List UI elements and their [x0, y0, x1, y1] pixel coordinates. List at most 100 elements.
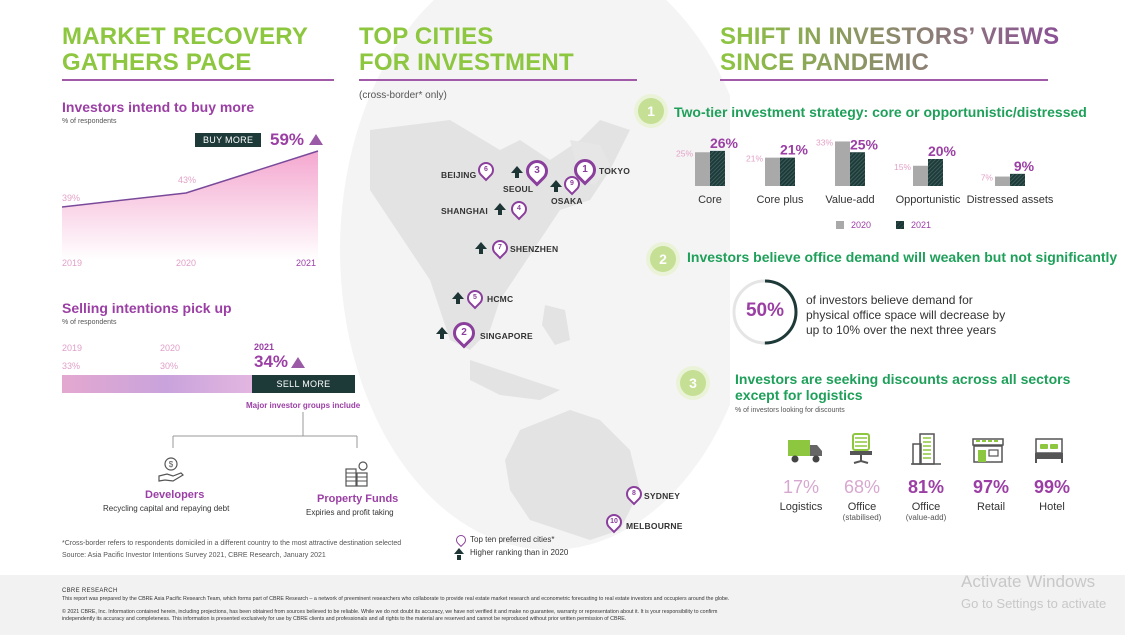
city-label-melbourne: MELBOURNE: [626, 521, 683, 531]
buy-value-2019: 39%: [62, 193, 81, 203]
group-developers-desc: Recycling capital and repaying debt: [103, 504, 230, 513]
sell-value-2020: 30%: [160, 361, 179, 371]
buy-highlight: 59%: [270, 130, 305, 149]
bar-2021-hatch-2: [850, 152, 865, 186]
sector-pct-4: 99%: [1033, 477, 1071, 497]
buy-area-chart: [62, 150, 319, 260]
sector-sub-2: (value-add): [905, 513, 947, 522]
sector-pct-1: 68%: [843, 477, 881, 497]
background-world-shape: [340, 0, 730, 550]
group-funds-desc: Expiries and profit taking: [306, 508, 394, 517]
city-arrow-hcmc-icon: [452, 292, 464, 304]
city-label-singapore: SINGAPORE: [480, 331, 533, 341]
right-title: SHIFT IN INVESTORS’ VIEWS SINCE PANDEMIC: [720, 24, 1080, 76]
category-4: Distressed assets: [967, 194, 1054, 206]
section-2-title: Investors believe office demand will wea…: [687, 249, 1118, 265]
label-2021-3: 20%: [928, 143, 957, 159]
office-demand-line3: up to 10% over the next three years: [806, 323, 997, 337]
legend-arrow-icon: [454, 548, 464, 560]
left-title: MARKET RECOVERY GATHERS PACE: [62, 24, 332, 76]
buy-up-triangle-icon: [309, 134, 323, 145]
sector-pct-2: 81%: [907, 477, 945, 497]
footer-line2: © 2021 CBRE, Inc. Information contained …: [62, 609, 718, 615]
city-rank-8: 8: [632, 490, 636, 497]
bar-2021-hatch-3: [928, 159, 943, 186]
investment-strategy-chart: 25% 26% Core 21% 21% Core plus 33% 25% Value-add…: [676, 135, 1054, 206]
legend-2021-label: 2021: [911, 220, 932, 230]
bar-2020-4: [995, 176, 1010, 186]
city-label-hcmc: HCMC: [487, 294, 514, 304]
city-arrow-shenzhen-icon: [475, 242, 487, 254]
city-label-tokyo: TOKYO: [599, 166, 631, 176]
footer: CBRE RESEARCH This report was prepared b…: [0, 575, 1125, 635]
sell-year-2020: 2020: [160, 343, 181, 353]
sector-label-2: Office: [911, 501, 941, 513]
city-rank-10: 10: [610, 518, 618, 525]
city-arrow-singapore-icon: [436, 327, 448, 339]
middle-subtitle: (cross-border* only): [359, 90, 447, 101]
sector-pct-3: 97%: [972, 477, 1010, 497]
legend-2021-swatch: [896, 221, 904, 229]
office-demand-line2: physical office space will decrease by: [806, 308, 1006, 322]
sell-subtitle: % of respondents: [62, 319, 117, 326]
sector-pct-0: 17%: [782, 477, 820, 497]
city-label-seoul: SEOUL: [503, 184, 534, 194]
legend-pin-label: Top ten preferred cities*: [470, 535, 555, 544]
sell-title: Selling intentions pick up: [62, 300, 232, 316]
buy-subtitle: % of respondents: [62, 118, 117, 125]
footer-line1: This report was prepared by the CBRE Asi…: [62, 596, 730, 602]
city-rank-7: 7: [498, 244, 502, 251]
buy-value-2020: 43%: [178, 175, 197, 185]
office-demand-pct: 50%: [745, 300, 785, 321]
sector-name-4: Hotel: [1017, 501, 1087, 513]
bar-2021-hatch-4: [1010, 173, 1025, 186]
category-2: Value-add: [825, 194, 874, 206]
label-2020-1: 21%: [746, 154, 763, 164]
svg-text:$: $: [169, 460, 174, 469]
city-label-sydney: SYDNEY: [644, 491, 681, 501]
sell-value-2021: 34%: [254, 352, 289, 371]
section-3-title-line2: except for logistics: [735, 387, 863, 403]
sector-name-0: Logistics: [766, 501, 836, 513]
label-2021-2: 25%: [850, 136, 879, 152]
right-title-line1: SHIFT IN INVESTORS’ VIEWS: [720, 24, 1080, 50]
city-rank-9: 9: [570, 180, 574, 187]
bar-2020-3: [913, 165, 928, 186]
city-rank-1: 1: [582, 164, 588, 175]
sector-name-1: Office (stabilised): [827, 501, 897, 522]
bar-2021-hatch-0: [710, 150, 725, 186]
city-label-beijing: BEIJING: [441, 170, 477, 180]
category-3: Opportunistic: [896, 194, 961, 206]
city-rank-4: 4: [517, 205, 521, 212]
legend-2020-swatch: [836, 221, 844, 229]
middle-title-rule: [359, 79, 637, 81]
coins-stack-icon: [345, 461, 368, 487]
sell-badge: SELL MORE: [252, 375, 355, 393]
city-arrow-seoul-icon: [511, 166, 523, 178]
office-chair-icon: [850, 433, 872, 464]
section-1-title: Two-tier investment strategy: core or op…: [674, 104, 1087, 120]
section-3-title-line1: Investors are seeking discounts across a…: [735, 371, 1071, 387]
left-title-rule: [62, 79, 334, 81]
group-developers-name: Developers: [145, 489, 205, 501]
footer-line3: independently its accuracy and completen…: [62, 616, 627, 622]
section-3-number: 3: [680, 370, 706, 396]
category-0: Core: [698, 194, 722, 206]
sell-caption: Major investor groups include: [246, 401, 361, 410]
section-2-number: 2: [650, 246, 676, 272]
bed-icon: [1035, 438, 1063, 463]
group-funds-name: Property Funds: [317, 493, 399, 505]
left-title-line2: GATHERS PACE: [62, 49, 252, 76]
legend-arrow-label: Higher ranking than in 2020: [470, 548, 569, 557]
city-arrow-osaka-icon: [550, 180, 562, 192]
buy-area-fill: [62, 151, 318, 260]
bar-2021-hatch-1: [780, 157, 795, 186]
sell-value-2019: 33%: [62, 361, 81, 371]
label-2021-0: 26%: [710, 135, 739, 151]
category-1: Core plus: [756, 194, 804, 206]
sector-name-3: Retail: [956, 501, 1026, 513]
activate-windows-sub: Go to Settings to activate: [961, 596, 1107, 611]
city-label-osaka: OSAKA: [551, 196, 583, 206]
truck-icon: [788, 440, 822, 463]
sell-year-2019: 2019: [62, 343, 83, 353]
